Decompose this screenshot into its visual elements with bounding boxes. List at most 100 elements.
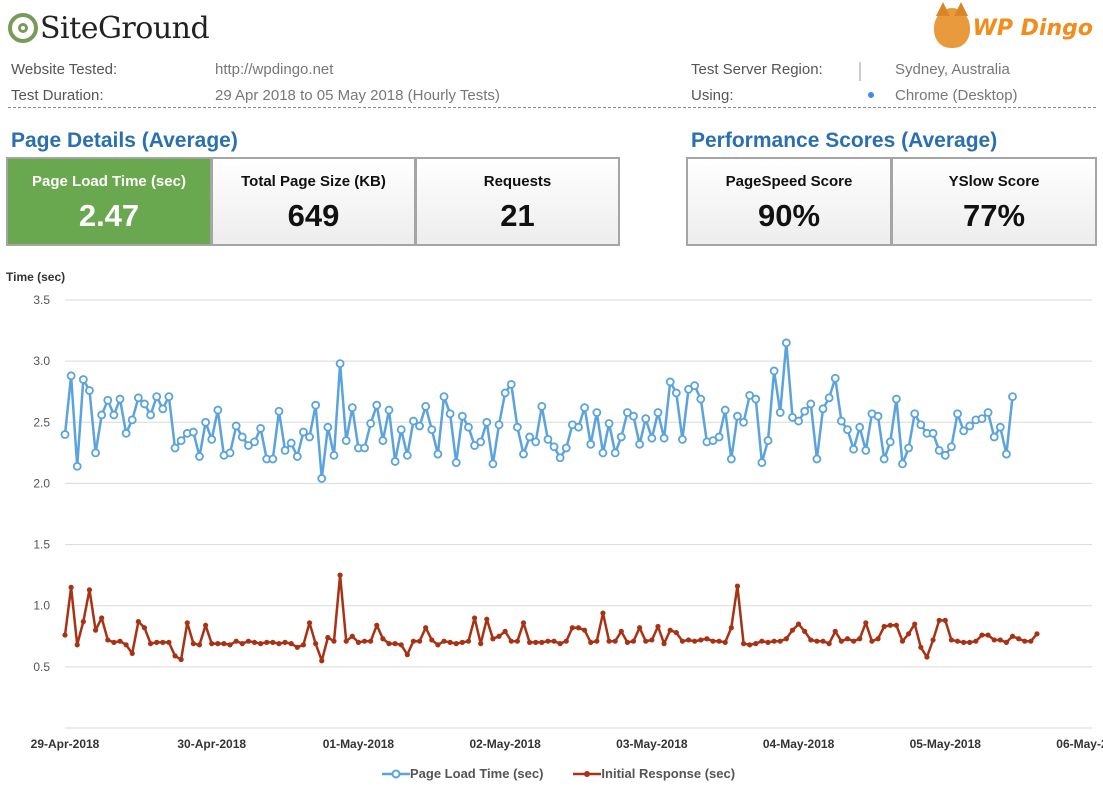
data-point xyxy=(953,409,962,419)
data-point xyxy=(488,459,498,469)
data-point xyxy=(545,638,551,644)
data-point xyxy=(215,641,221,647)
data-point xyxy=(863,620,869,626)
data-point xyxy=(366,419,376,428)
data-point xyxy=(873,411,883,421)
data-point xyxy=(844,636,851,642)
using-label: Using: xyxy=(691,87,734,104)
data-point xyxy=(111,639,117,645)
data-point xyxy=(806,399,816,409)
data-point xyxy=(410,638,417,644)
performance-title: Performance Scores (Average) xyxy=(691,129,998,152)
data-point xyxy=(1034,631,1040,637)
yslow-score-card: YSlow Score 77% xyxy=(891,157,1097,246)
data-point xyxy=(826,641,832,647)
data-point xyxy=(317,474,327,483)
data-point xyxy=(140,399,149,409)
data-point xyxy=(91,448,100,458)
data-point xyxy=(563,638,569,644)
data-point xyxy=(824,393,834,403)
data-point xyxy=(62,632,68,638)
data-point xyxy=(592,408,602,417)
data-point xyxy=(630,638,637,644)
card-value: 21 xyxy=(500,198,535,233)
data-point xyxy=(141,625,148,631)
data-point xyxy=(647,433,657,443)
data-point xyxy=(924,654,930,660)
x-tick-label: 01-May-2018 xyxy=(323,737,395,751)
data-point xyxy=(343,638,349,644)
data-point xyxy=(759,638,765,644)
data-point xyxy=(983,408,993,417)
data-point xyxy=(374,622,380,628)
wpdingo-logo: WP Dingo xyxy=(933,2,1093,50)
data-point xyxy=(508,638,514,644)
card-label: PageSpeed Score xyxy=(725,173,853,190)
data-point xyxy=(604,419,614,428)
data-point xyxy=(421,401,431,411)
data-point xyxy=(423,625,429,631)
data-point xyxy=(520,620,527,626)
data-point xyxy=(445,409,455,419)
data-point xyxy=(549,442,559,452)
chart-legend: Page Load Time (sec) Initial Response (s… xyxy=(382,766,765,781)
data-point xyxy=(643,638,649,644)
data-point xyxy=(123,642,129,648)
data-point xyxy=(696,394,706,404)
data-point xyxy=(280,446,290,455)
x-tick-label: 05-May-2018 xyxy=(910,737,982,751)
data-point xyxy=(427,425,437,435)
data-point xyxy=(115,394,125,404)
page-details-title: Page Details (Average) xyxy=(11,129,238,152)
data-point xyxy=(812,454,822,464)
data-point xyxy=(679,638,686,644)
data-point xyxy=(594,638,600,644)
data-point xyxy=(311,400,321,410)
data-point xyxy=(661,641,667,647)
data-point xyxy=(490,636,496,642)
data-point xyxy=(270,639,276,645)
legend-item-initial-response: Initial Response (sec) xyxy=(573,766,735,781)
data-point xyxy=(341,436,351,446)
data-point xyxy=(368,638,374,644)
data-point xyxy=(447,639,453,645)
data-point xyxy=(783,636,789,642)
data-point xyxy=(655,623,661,630)
data-point xyxy=(158,404,168,414)
data-point xyxy=(213,405,223,415)
card-value: 77% xyxy=(962,198,1026,233)
data-point xyxy=(775,408,785,417)
data-point xyxy=(734,583,741,589)
data-point xyxy=(300,642,307,648)
data-point xyxy=(319,658,325,664)
data-point xyxy=(306,620,313,626)
data-point xyxy=(86,587,93,593)
data-point xyxy=(506,379,516,389)
data-point xyxy=(991,637,997,643)
data-point xyxy=(239,641,245,647)
data-point xyxy=(912,621,918,627)
data-point xyxy=(99,615,105,621)
data-point xyxy=(127,415,137,425)
data-point xyxy=(997,637,1003,643)
data-point xyxy=(557,641,563,647)
data-point xyxy=(979,632,985,638)
data-point xyxy=(203,622,209,628)
data-point xyxy=(398,642,404,648)
data-point xyxy=(637,625,643,631)
data-point xyxy=(610,448,620,458)
data-point xyxy=(109,410,119,420)
data-point xyxy=(178,656,184,663)
series-line xyxy=(63,573,1038,662)
data-point xyxy=(710,638,716,644)
data-point xyxy=(129,650,135,657)
data-point xyxy=(800,406,810,416)
data-point xyxy=(470,441,479,450)
data-point xyxy=(514,638,520,644)
data-point xyxy=(678,435,687,444)
data-point xyxy=(451,458,461,468)
card-label: Requests xyxy=(483,173,552,190)
legend-item-page-load: Page Load Time (sec) xyxy=(382,766,543,781)
data-point xyxy=(392,641,398,647)
data-point xyxy=(429,637,435,643)
